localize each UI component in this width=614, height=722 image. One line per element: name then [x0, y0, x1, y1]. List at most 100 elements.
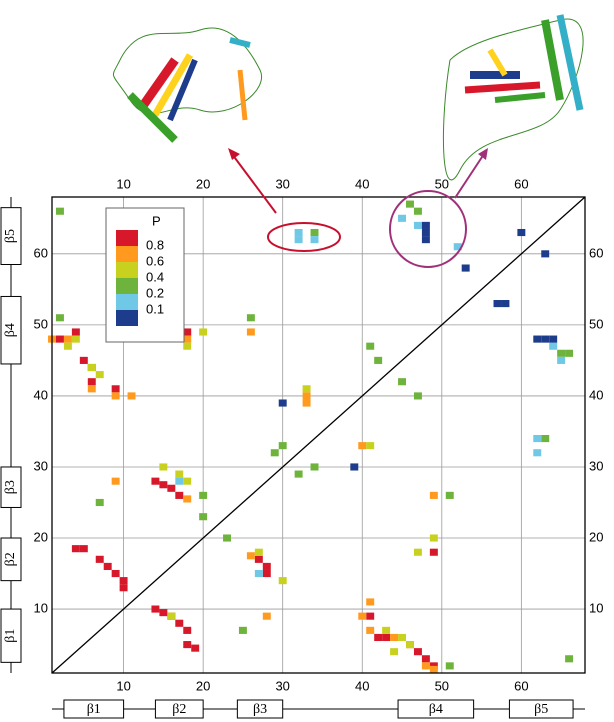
ss-box: [63, 699, 125, 719]
contact: [183, 342, 192, 350]
legend-swatch: [116, 230, 138, 246]
contact: [111, 569, 120, 578]
y-tick-label-right: 10: [589, 600, 603, 615]
contact: [175, 470, 184, 478]
contact: [565, 349, 574, 357]
contact: [262, 562, 271, 570]
x-tick-label-top: 20: [196, 176, 210, 191]
contact: [366, 598, 375, 606]
highlight-circle: [389, 190, 467, 268]
contact: [254, 555, 263, 563]
contact: [159, 609, 168, 617]
x-tick-label: 60: [514, 678, 528, 693]
ss-box: [236, 699, 284, 719]
x-tick-label: 40: [355, 678, 369, 693]
contact: [413, 221, 422, 229]
y-tick-label-right: 20: [589, 529, 603, 544]
contact: [79, 356, 88, 364]
contact: [183, 626, 192, 634]
contact: [55, 207, 64, 215]
contact: [246, 552, 255, 560]
contact: [398, 214, 407, 222]
structure-left: [112, 27, 263, 143]
contact: [406, 200, 414, 208]
contact: [167, 612, 176, 620]
ss-label: β5: [3, 229, 18, 243]
x-tick-label-top: 60: [514, 176, 528, 191]
contact: [278, 442, 287, 450]
x-tick-label-top: 30: [275, 176, 289, 191]
contact: [167, 484, 176, 492]
contact: [278, 399, 287, 407]
contact: [302, 385, 311, 393]
y-tick-label: 50: [34, 316, 48, 331]
contact: [183, 328, 192, 336]
ss-box: [0, 207, 22, 265]
contact: [517, 228, 526, 237]
contact: [175, 477, 184, 485]
legend-label: 0.8: [146, 237, 164, 252]
contact: [390, 633, 399, 642]
x-tick-label: 30: [275, 678, 289, 693]
contact: [302, 392, 311, 400]
contact: [183, 335, 192, 343]
contact: [302, 399, 311, 407]
contact: [429, 491, 438, 499]
x-tick-label-top: 10: [116, 176, 130, 191]
contact: [246, 314, 255, 322]
x-tick-label: 50: [435, 678, 449, 693]
contact: [398, 378, 407, 386]
contact: [382, 626, 391, 634]
contact: [175, 491, 184, 499]
contact: [294, 236, 303, 244]
contact: [262, 612, 271, 620]
contact: [429, 534, 438, 542]
contact: [199, 491, 208, 499]
contact: [95, 498, 104, 507]
contact: [71, 545, 80, 553]
legend-title: P: [152, 213, 161, 228]
contact: [79, 545, 88, 553]
legend-swatch: [116, 310, 138, 326]
contact: [533, 435, 542, 443]
arrow-head: [478, 148, 488, 160]
secondary-structure: β1 β1 β2 β2 β3 β3 β4 β4 β5 β5: [0, 197, 585, 719]
ss-label: β5: [534, 702, 548, 717]
contact: [374, 356, 383, 364]
contact: [111, 392, 120, 400]
contact: [159, 481, 168, 489]
contact: [366, 626, 375, 634]
legend-swatch: [116, 246, 138, 262]
ss-box: [397, 699, 475, 719]
contact: [374, 633, 383, 642]
contact: [310, 236, 319, 244]
contact: [429, 665, 438, 673]
ss-box: [0, 608, 22, 663]
contact: [421, 228, 430, 237]
contact: [183, 495, 192, 503]
contact: [398, 633, 407, 642]
y-tick-label: 40: [34, 387, 48, 402]
plot-frame: [51, 196, 586, 674]
contact: [183, 477, 192, 485]
arrow: [454, 153, 485, 199]
legend-label: 0.6: [146, 253, 164, 268]
contact: [223, 534, 231, 542]
contact: [557, 349, 566, 357]
contact: [127, 392, 136, 400]
contact: [358, 442, 367, 450]
arrow-head: [228, 148, 240, 160]
contact: [533, 335, 542, 343]
contact: [175, 619, 184, 627]
contact: [445, 491, 454, 499]
ss-label: β2: [3, 552, 18, 566]
contact: [87, 385, 96, 393]
contact: [549, 335, 558, 343]
contact: [71, 328, 80, 336]
contact: [119, 584, 128, 592]
ss-label: β1: [87, 702, 101, 717]
legend-label: 0.1: [146, 301, 164, 316]
ss-label: β4: [3, 323, 18, 337]
contact: [87, 363, 96, 372]
y-tick-label-right: 50: [589, 316, 603, 331]
